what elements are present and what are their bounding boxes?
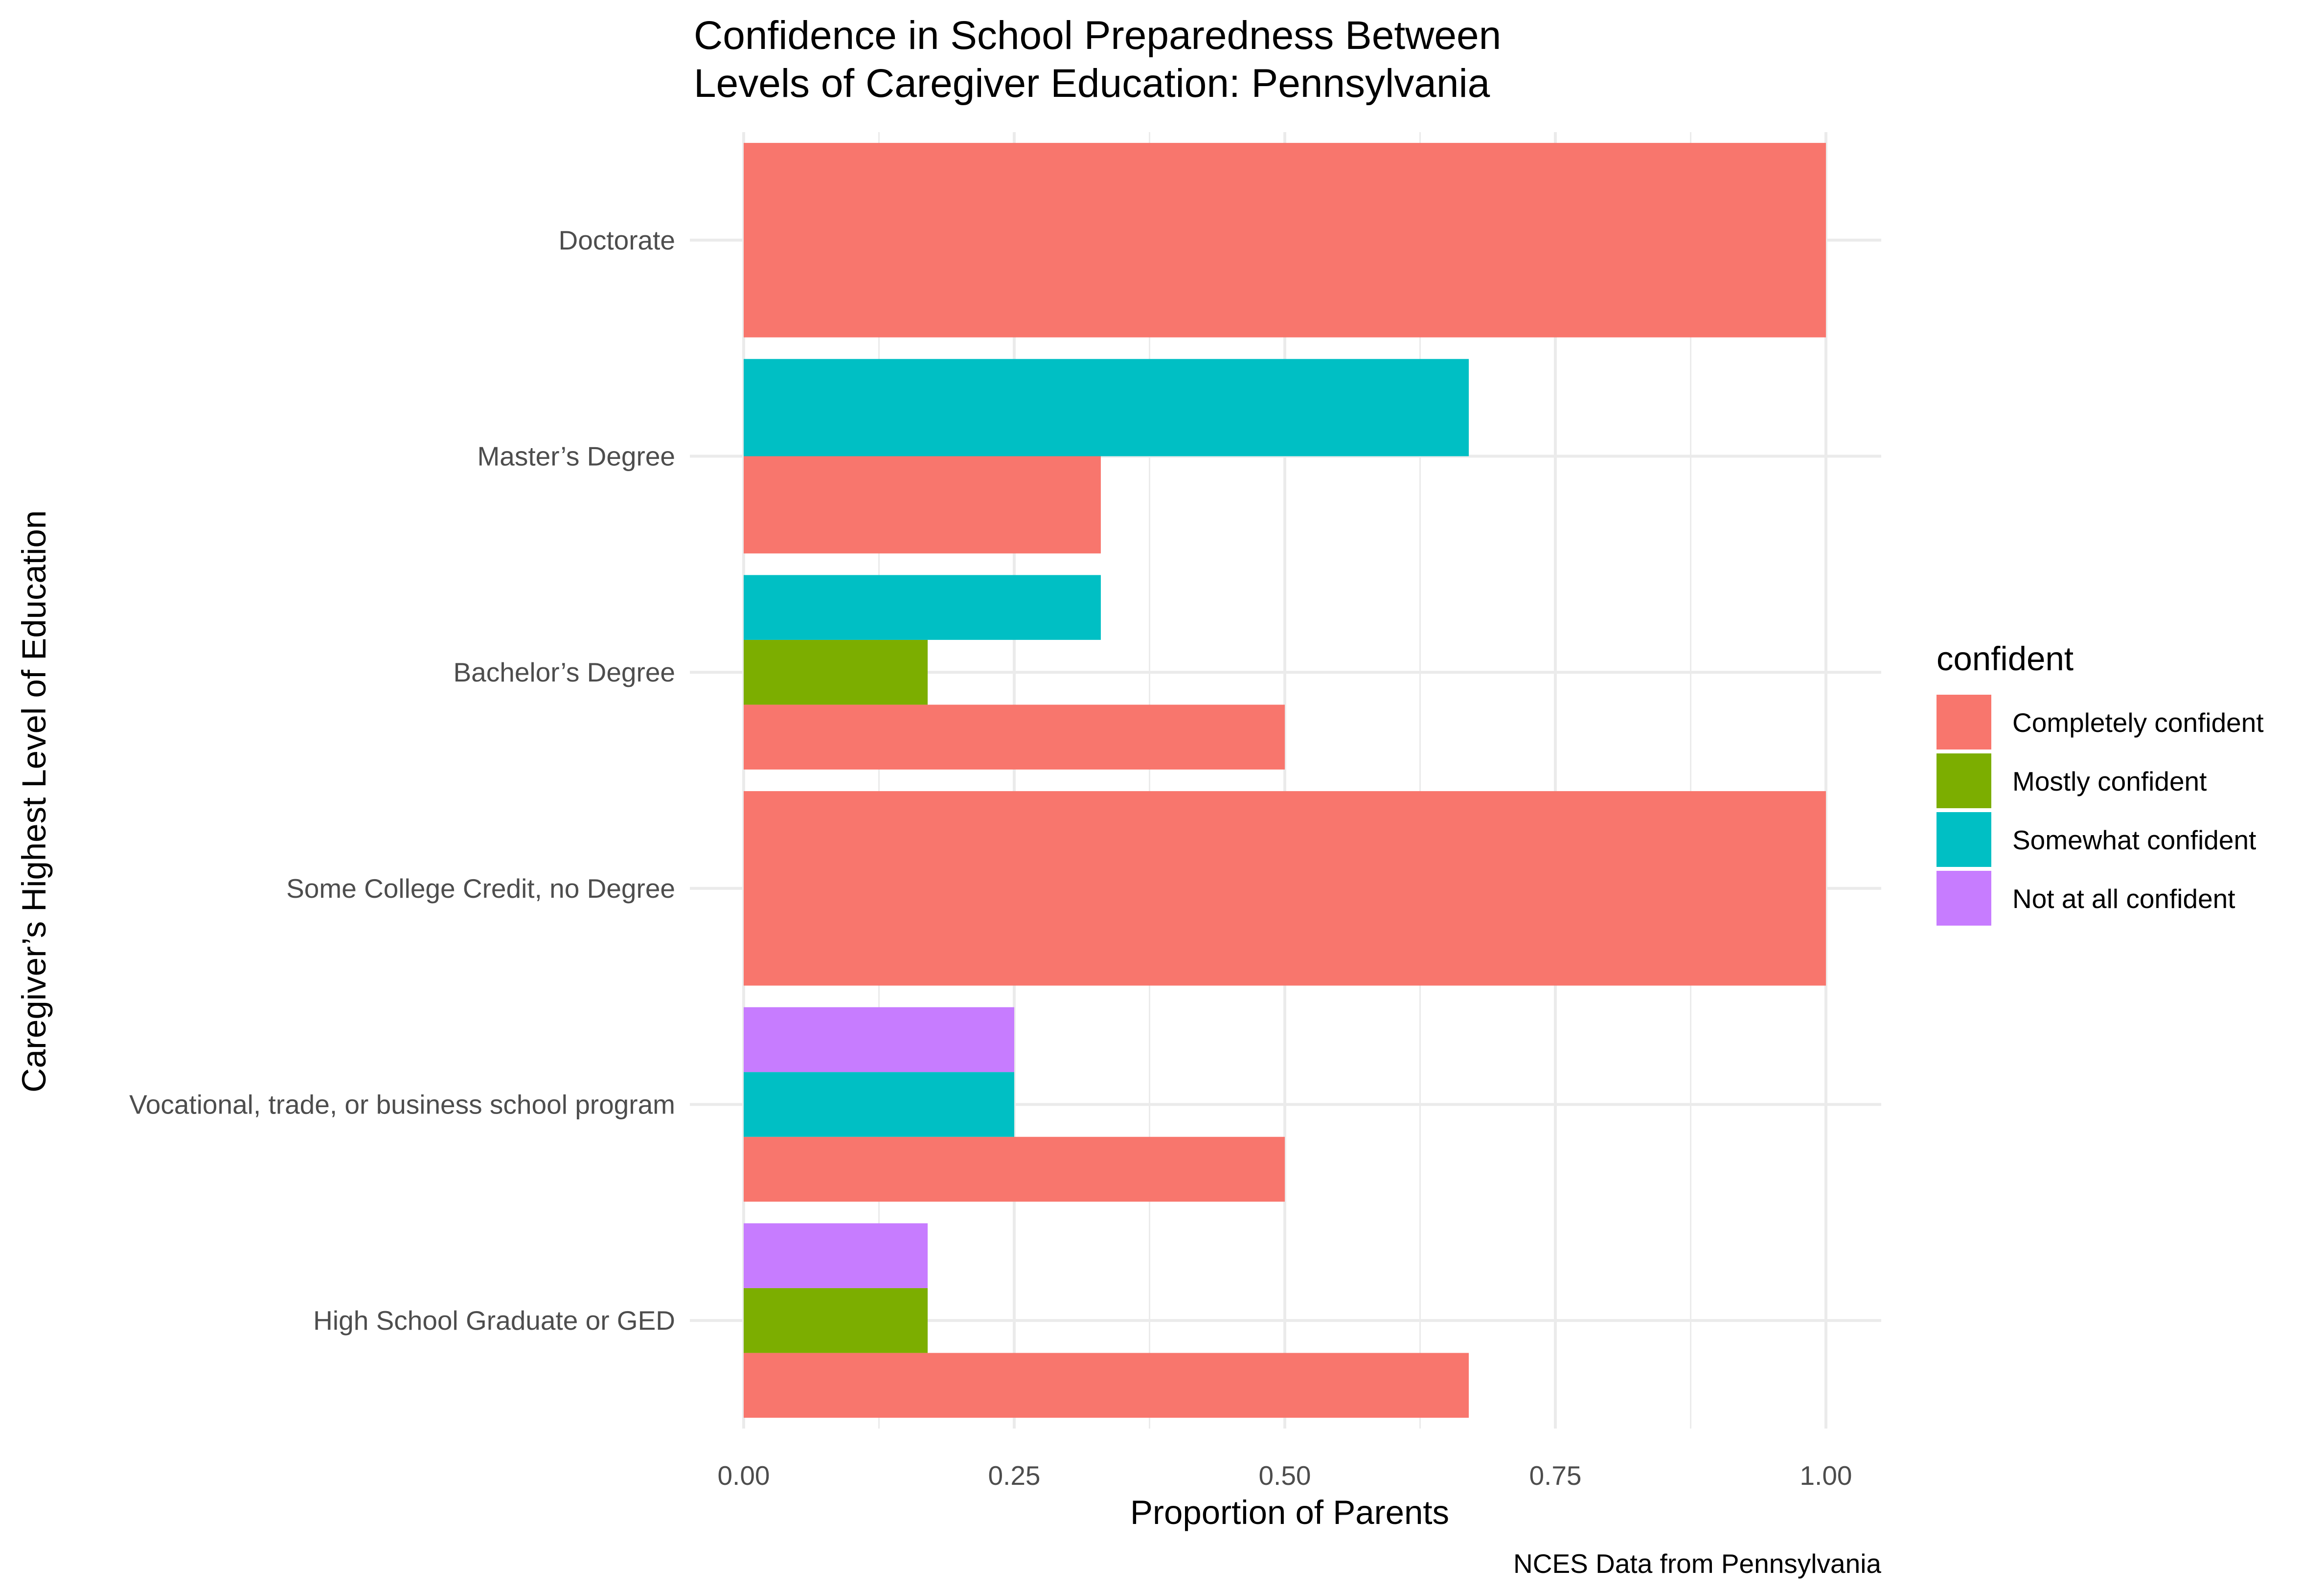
bar-somewhat-confident [744, 359, 1469, 456]
bar-somewhat-confident [744, 1072, 1014, 1137]
bar-completely-confident [744, 456, 1101, 554]
bar-somewhat-confident [744, 575, 1101, 640]
y-tick-label: Doctorate [559, 225, 675, 255]
legend-key [1937, 812, 1991, 867]
x-tick-label: 0.75 [1529, 1460, 1581, 1491]
x-tick-label: 0.00 [717, 1460, 770, 1491]
bar-not-at-all-confident [744, 1223, 928, 1288]
legend-label: Mostly confident [2012, 766, 2207, 796]
y-tick-label: Some College Credit, no Degree [286, 873, 675, 904]
chart-title-line-1: Confidence in School Preparedness Betwee… [694, 13, 1501, 58]
bar-completely-confident [744, 704, 1285, 770]
bar-mostly-confident [744, 1288, 928, 1353]
legend: confident Completely confident Mostly con… [1937, 640, 2264, 926]
y-tick-label: Master’s Degree [477, 441, 675, 472]
y-axis-title: Caregiver’s Highest Level of Education [15, 510, 53, 1092]
x-axis-tick-labels: 0.00 0.25 0.50 0.75 1.00 [717, 1460, 1852, 1491]
chart-title: Confidence in School Preparedness Betwee… [694, 13, 1512, 106]
bar-mostly-confident [744, 639, 928, 705]
legend-key [1937, 695, 1991, 750]
legend-label: Not at all confident [2012, 884, 2235, 914]
legend-label: Completely confident [2012, 707, 2264, 738]
bar-completely-confident [744, 791, 1826, 986]
caption: NCES Data from Pennsylvania [1513, 1548, 1881, 1579]
bars [744, 143, 1826, 1418]
x-axis-title: Proportion of Parents [1130, 1494, 1449, 1531]
x-tick-label: 1.00 [1800, 1460, 1852, 1491]
y-tick-label: Bachelor’s Degree [453, 657, 675, 687]
legend-key [1937, 753, 1991, 808]
bar-not-at-all-confident [744, 1007, 1014, 1072]
y-axis-tick-labels: Doctorate Master’s Degree Bachelor’s Degre… [129, 225, 675, 1336]
bar-completely-confident [744, 1353, 1469, 1418]
legend-key [1937, 871, 1991, 926]
chart-title-line-2: Levels of Caregiver Education: Pennsylva… [694, 61, 1490, 106]
y-tick-label: High School Graduate or GED [313, 1305, 675, 1336]
x-tick-label: 0.50 [1258, 1460, 1311, 1491]
legend-title: confident [1937, 640, 2073, 678]
legend-label: Somewhat confident [2012, 825, 2256, 855]
x-tick-label: 0.25 [988, 1460, 1040, 1491]
bar-completely-confident [744, 143, 1826, 338]
y-tick-label: Vocational, trade, or business school pr… [129, 1090, 675, 1120]
bar-completely-confident [744, 1136, 1285, 1202]
